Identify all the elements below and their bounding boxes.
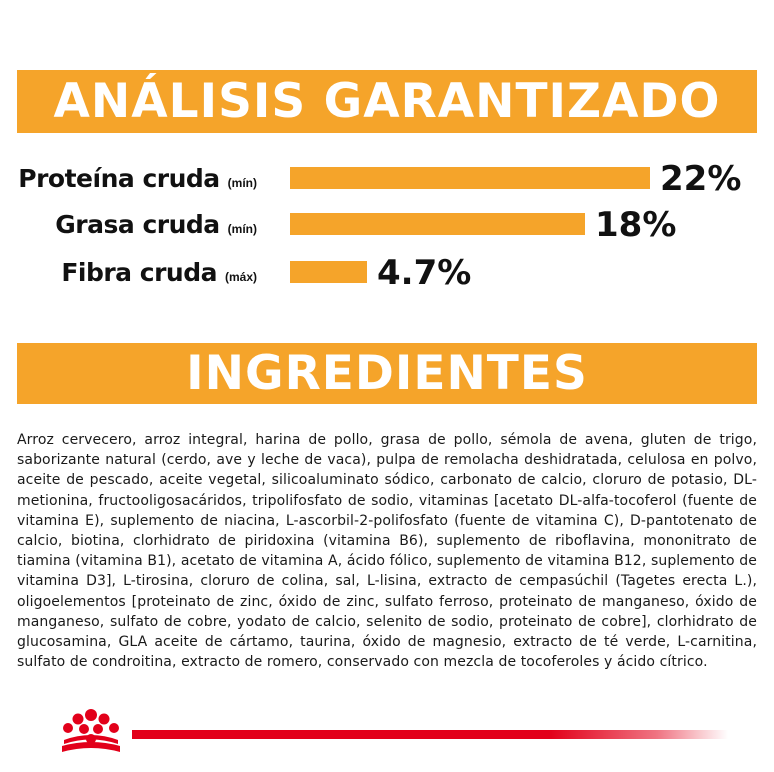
analysis-row-fat: Grasa cruda (mín) 18% (0, 205, 774, 245)
nutrient-bar (290, 213, 585, 235)
nutrient-qualifier: (mín) (227, 222, 257, 236)
nutrient-qualifier: (máx) (224, 270, 257, 284)
nutrient-bar (290, 167, 650, 189)
nutrient-name: Fibra cruda (61, 258, 217, 287)
analysis-label: Proteína cruda (mín) (18, 159, 257, 199)
nutrient-name: Proteína cruda (18, 164, 220, 193)
ingredients-list: Arroz cervecero, arroz integral, harina … (17, 432, 757, 671)
analysis-banner: ANÁLISIS GARANTIZADO (17, 70, 757, 133)
nutrient-name: Grasa cruda (55, 210, 220, 239)
analysis-row-protein: Proteína cruda (mín) 22% (0, 159, 774, 199)
nutrient-qualifier: (mín) (227, 176, 257, 190)
ingredients-title: INGREDIENTES (186, 346, 588, 401)
analysis-title: ANÁLISIS GARANTIZADO (53, 74, 721, 129)
footer-divider (132, 730, 728, 739)
analysis-label: Fibra cruda (máx) (61, 253, 257, 293)
royal-canin-crown-icon (62, 709, 120, 752)
nutrient-value: 22% (660, 159, 742, 199)
nutrient-value: 4.7% (377, 253, 472, 293)
ingredients-banner: INGREDIENTES (17, 343, 757, 404)
analysis-label: Grasa cruda (mín) (55, 205, 257, 245)
analysis-row-fiber: Fibra cruda (máx) 4.7% (0, 253, 774, 293)
nutrient-value: 18% (595, 205, 677, 245)
nutrient-bar (290, 261, 367, 283)
